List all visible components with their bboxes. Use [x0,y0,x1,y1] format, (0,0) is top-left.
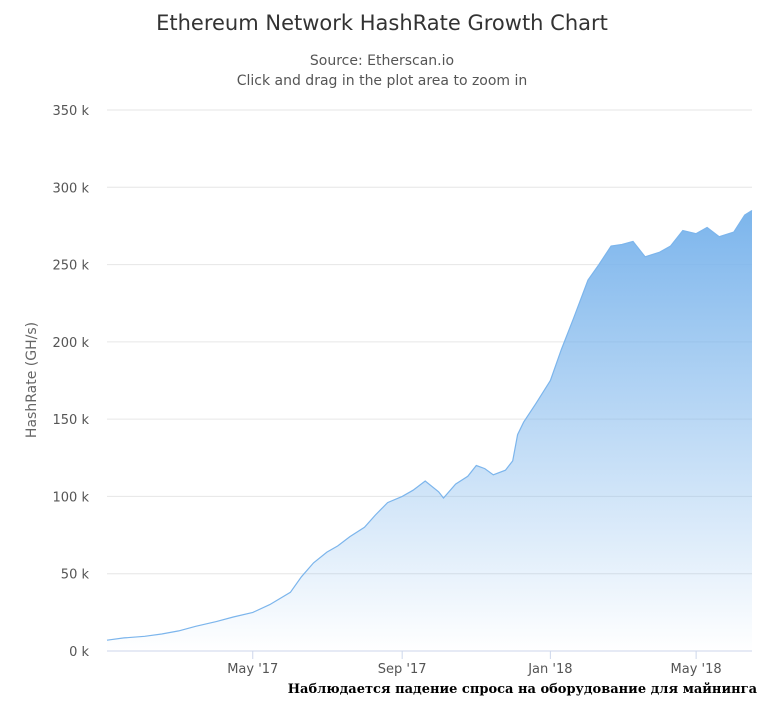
hashrate-area-fill [107,210,752,651]
plot-area[interactable] [106,209,753,652]
y-tick-label: 150 k [53,413,90,428]
x-tick-label: Jan '18 [527,662,572,677]
hashrate-series-line[interactable] [106,209,753,641]
x-axis-labels: May '17 Sep '17 Jan '18 May '18 [107,650,752,677]
chart-subtitle-source: Source: Etherscan.io [310,53,454,69]
y-tick-label: 200 k [53,336,90,351]
caption-text: Наблюдается падение спроса на оборудован… [287,682,757,697]
chart-subtitle-hint: Click and drag in the plot area to zoom … [237,73,528,89]
y-tick-label: 350 k [53,104,90,119]
chart-title: Ethereum Network HashRate Growth Chart [156,11,608,35]
x-tick-label: May '18 [671,662,722,677]
x-tick-label: Sep '17 [378,662,427,677]
y-axis-labels: 0 k 50 k 100 k 150 k 200 k 250 k 300 k 350 k [53,104,90,660]
y-tick-label: 50 k [61,568,90,583]
y-tick-label: 250 k [53,259,90,274]
y-tick-label: 100 k [53,490,90,505]
y-axis-title: HashRate (GH/s) [24,322,40,438]
y-tick-label: 0 k [69,645,89,660]
y-tick-label: 300 k [53,181,90,196]
x-tick-label: May '17 [227,662,278,677]
